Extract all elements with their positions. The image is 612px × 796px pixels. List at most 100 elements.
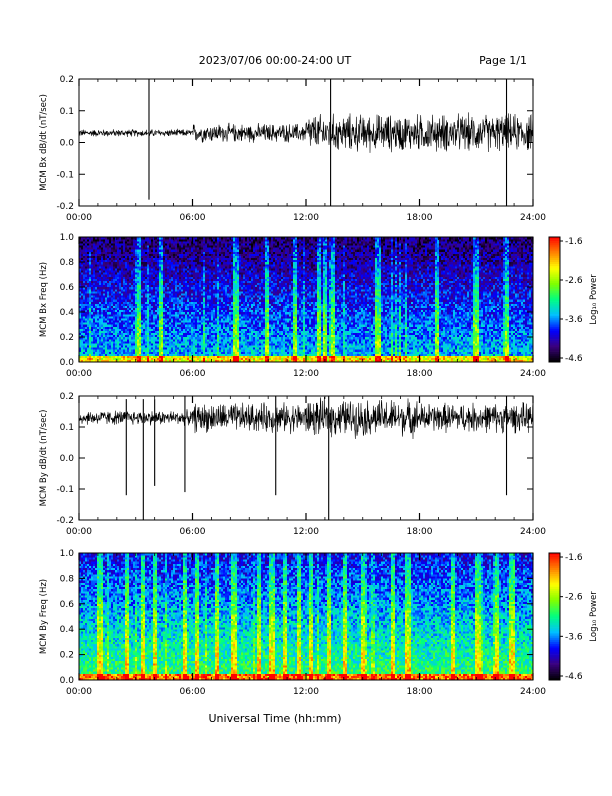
spectrogram-cell — [137, 243, 139, 245]
spectrogram-cell — [117, 262, 119, 264]
spectrogram-cell — [181, 339, 183, 341]
spectrogram-cell — [139, 352, 141, 354]
spectrogram-cell — [227, 243, 229, 245]
spectrogram-cell — [155, 300, 157, 302]
spectrogram-cell — [221, 256, 223, 258]
spectrogram-cell — [203, 256, 205, 258]
spectrogram-cell — [229, 308, 231, 310]
spectrogram-cell — [213, 356, 215, 358]
spectrogram-cell — [157, 293, 159, 295]
spectrogram-cell — [183, 287, 185, 289]
spectrogram-cell — [89, 241, 91, 243]
spectrogram-cell — [135, 347, 137, 349]
spectrogram-cell — [195, 270, 197, 272]
spectrogram-cell — [213, 318, 215, 320]
spectrogram-cell — [221, 347, 223, 349]
spectrogram-cell — [169, 312, 171, 314]
spectrogram-cell — [203, 354, 205, 356]
spectrogram-cell — [185, 281, 187, 283]
spectrogram-cell — [157, 250, 159, 252]
spectrogram-cell — [181, 304, 183, 306]
spectrogram-cell — [181, 295, 183, 297]
spectrogram-cell — [197, 352, 199, 354]
spectrogram-cell — [133, 339, 135, 341]
spectrogram-cell — [95, 291, 97, 293]
spectrogram-cell — [95, 250, 97, 252]
spectrogram-cell — [209, 283, 211, 285]
spectrogram-cell — [237, 314, 239, 316]
spectrogram-cell — [111, 291, 113, 293]
spectrogram-cell — [119, 281, 121, 283]
spectrogram-cell — [151, 343, 153, 345]
spectrogram-cell — [129, 302, 131, 304]
spectrogram-cell — [149, 268, 151, 270]
spectrogram-cell — [81, 281, 83, 283]
spectrogram-cell — [161, 243, 163, 245]
spectrogram-cell — [209, 285, 211, 287]
spectrogram-cell — [165, 289, 167, 291]
spectrogram-cell — [175, 285, 177, 287]
spectrogram-cell — [157, 285, 159, 287]
spectrogram-cell — [105, 327, 107, 329]
spectrogram-cell — [129, 254, 131, 256]
spectrogram-cell — [115, 341, 117, 343]
spectrogram-cell — [119, 268, 121, 270]
spectrogram-cell — [223, 318, 225, 320]
spectrogram-cell — [221, 331, 223, 333]
spectrogram-cell — [239, 254, 241, 256]
spectrogram-cell — [149, 300, 151, 302]
spectrogram-cell — [143, 295, 145, 297]
spectrogram-cell — [225, 356, 227, 358]
spectrogram-cell — [85, 295, 87, 297]
spectrogram-cell — [153, 264, 155, 266]
spectrogram-cell — [145, 306, 147, 308]
spectrogram-cell — [173, 252, 175, 254]
spectrogram-cell — [197, 281, 199, 283]
spectrogram-cell — [197, 287, 199, 289]
spectrogram-cell — [161, 256, 163, 258]
spectrogram-cell — [187, 260, 189, 262]
spectrogram-cell — [155, 304, 157, 306]
spectrogram-cell — [137, 268, 139, 270]
spectrogram-cell — [125, 297, 127, 299]
spectrogram-cell — [181, 302, 183, 304]
spectrogram-cell — [145, 275, 147, 277]
spectrogram-cell — [97, 343, 99, 345]
spectrogram-cell — [131, 277, 133, 279]
spectrogram-cell — [193, 293, 195, 295]
spectrogram-cell — [151, 339, 153, 341]
spectrogram-cell — [125, 243, 127, 245]
spectrogram-cell — [189, 277, 191, 279]
spectrogram-cell — [81, 318, 83, 320]
x-axis-title: Universal Time (hh:mm) — [209, 712, 342, 725]
spectrogram-cell — [175, 239, 177, 241]
spectrogram-cell — [189, 322, 191, 324]
spectrogram-cell — [129, 320, 131, 322]
spectrogram-cell — [241, 308, 243, 310]
spectrogram-cell — [159, 297, 161, 299]
spectrogram-cell — [141, 358, 143, 360]
spectrogram-cell — [103, 329, 105, 331]
spectrogram-cell — [149, 308, 151, 310]
spectrogram-cell — [227, 239, 229, 241]
spectrogram-cell — [205, 252, 207, 254]
spectrogram-cell — [203, 247, 205, 249]
spectrogram-cell — [237, 256, 239, 258]
spectrogram-cell — [85, 337, 87, 339]
spectrogram-cell — [137, 250, 139, 252]
spectrogram-cell — [139, 266, 141, 268]
spectrogram-cell — [213, 333, 215, 335]
spectrogram-cell — [103, 262, 105, 264]
spectrogram-cell — [215, 241, 217, 243]
spectrogram-cell — [179, 333, 181, 335]
spectrogram-cell — [173, 241, 175, 243]
spectrogram-cell — [183, 264, 185, 266]
spectrogram-cell — [159, 289, 161, 291]
spectrogram-cell — [227, 320, 229, 322]
spectrogram-cell — [229, 335, 231, 337]
spectrogram-cell — [115, 293, 117, 295]
spectrogram-cell — [173, 262, 175, 264]
spectrogram-cell — [165, 239, 167, 241]
spectrogram-cell — [129, 277, 131, 279]
spectrogram-cell — [215, 339, 217, 341]
